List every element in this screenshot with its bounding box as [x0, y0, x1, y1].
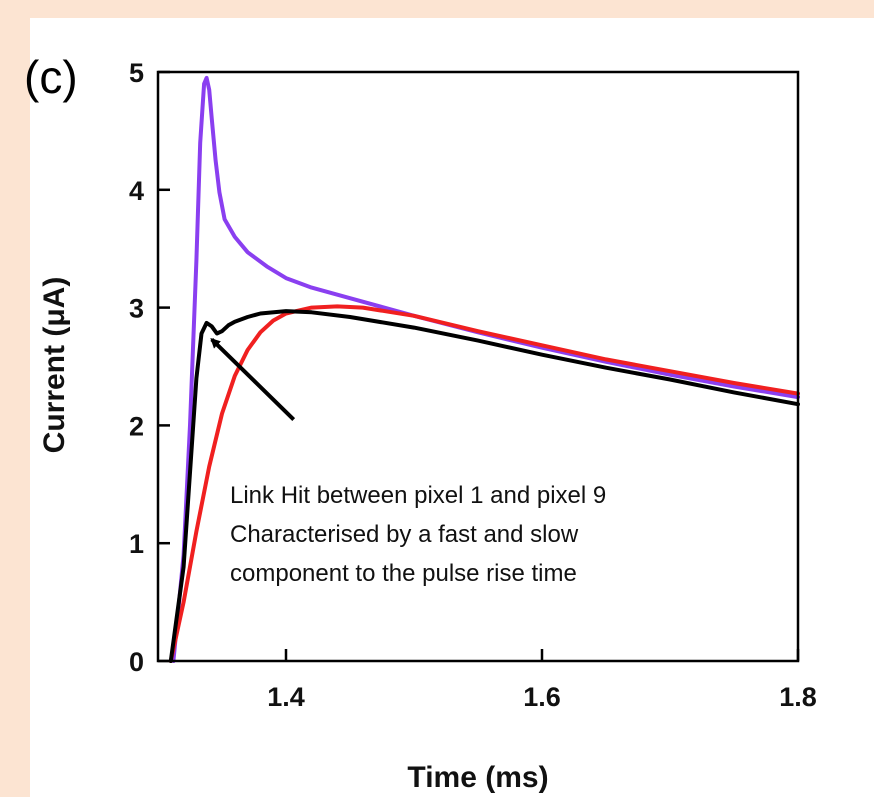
y-tick-label: 5	[129, 58, 144, 88]
plot-panel	[30, 18, 874, 797]
annotation-line-2: Characterised by a fast and slow	[230, 521, 579, 548]
y-tick-label: 0	[129, 647, 144, 677]
plot-frame	[156, 70, 800, 663]
annotation-line-1: Link Hit between pixel 1 and pixel 9	[230, 482, 606, 509]
x-tick-label: 1.8	[779, 682, 817, 712]
y-tick-label: 2	[129, 411, 144, 441]
tick-layer: 1.4 1.6 1.8 0 1 2 3 4 5	[129, 58, 817, 712]
y-axis-title: Current (μA)	[38, 277, 71, 454]
series-layer	[168, 75, 800, 663]
y-tick-label: 1	[129, 529, 144, 559]
annotation-line-3: component to the pulse rise time	[230, 560, 577, 587]
annotation-arrow	[210, 337, 296, 421]
series-line-3	[168, 309, 800, 663]
y-tick-label: 3	[129, 294, 144, 324]
x-axis-title: Time (ms)	[407, 761, 548, 794]
series-line-1	[171, 75, 800, 663]
x-tick-label: 1.4	[267, 682, 305, 712]
y-tick-label: 4	[129, 176, 144, 206]
panel-label: (c)	[24, 51, 78, 103]
annotation: Link Hit between pixel 1 and pixel 9 Cha…	[210, 337, 606, 587]
x-tick-label: 1.6	[523, 682, 561, 712]
